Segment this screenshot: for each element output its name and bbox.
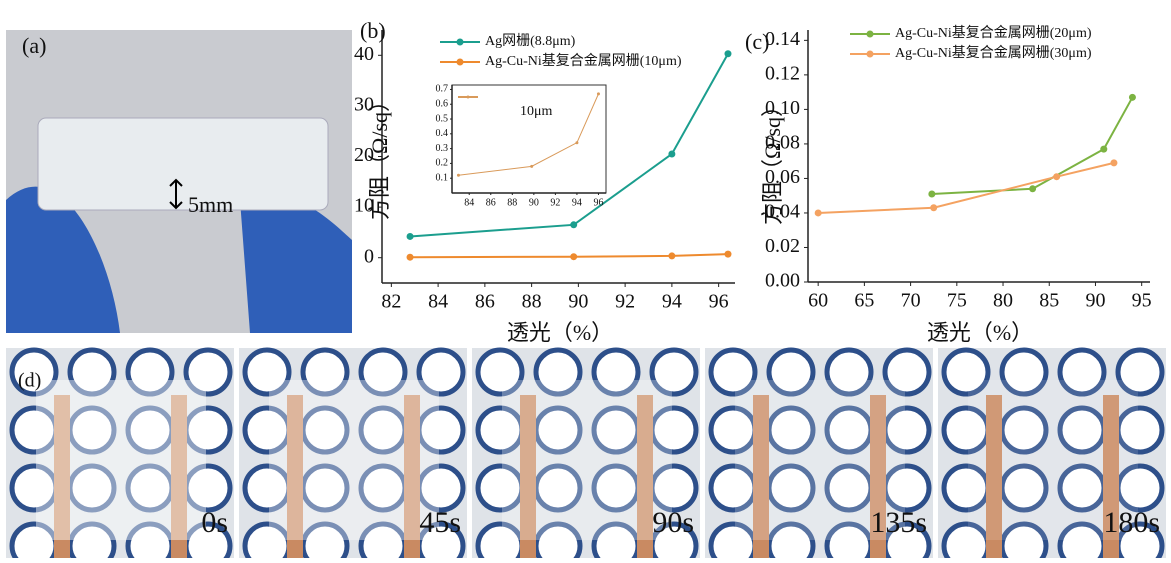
point bbox=[1029, 185, 1036, 192]
x-tick-label: 85 bbox=[1039, 290, 1059, 312]
panel-label: (b) bbox=[360, 18, 386, 43]
legend-label: Ag-Cu-Ni基复合金属网栅(10μm) bbox=[485, 52, 682, 69]
y-tick-label: 40 bbox=[354, 43, 374, 65]
x-tick-label: 92 bbox=[550, 197, 560, 208]
legend-label: Ag-Cu-Ni基复合金属网栅(30μm) bbox=[895, 44, 1092, 61]
point bbox=[1110, 159, 1117, 166]
gel bbox=[502, 380, 672, 540]
point bbox=[597, 92, 600, 95]
legend-label: Ag网栅(8.8μm) bbox=[485, 33, 576, 49]
legend-marker bbox=[457, 39, 464, 46]
y-tick-label: 0.12 bbox=[765, 62, 800, 84]
legend-marker bbox=[867, 51, 874, 58]
x-tick-label: 90 bbox=[529, 197, 539, 208]
x-axis-label: 透光（%） bbox=[507, 320, 613, 345]
x-tick-label: 60 bbox=[808, 290, 828, 312]
gel bbox=[269, 380, 439, 540]
x-tick-label: 94 bbox=[662, 291, 682, 313]
time-label: 180s bbox=[1103, 506, 1160, 539]
time-label: 0s bbox=[201, 506, 228, 539]
x-tick-label: 84 bbox=[464, 197, 474, 208]
time-label: 135s bbox=[870, 506, 927, 539]
x-tick-label: 96 bbox=[593, 197, 603, 208]
x-tick-label: 84 bbox=[428, 291, 448, 313]
thickness-label: 5mm bbox=[188, 192, 233, 217]
point bbox=[668, 252, 675, 259]
series-line bbox=[410, 254, 728, 257]
point bbox=[575, 141, 578, 144]
y-tick-label: 0.7 bbox=[436, 84, 449, 95]
x-tick-label: 90 bbox=[568, 291, 588, 313]
x-tick-label: 86 bbox=[486, 197, 496, 208]
x-tick-label: 82 bbox=[381, 291, 401, 313]
y-tick-label: 0.6 bbox=[436, 99, 449, 110]
point bbox=[570, 221, 577, 228]
y-tick-label: 0.5 bbox=[436, 113, 449, 124]
figure: (a) 5mm 0s 45s 90s 135s 180s (d) 82 84 86 88 90 9… bbox=[0, 0, 1171, 558]
point bbox=[928, 190, 935, 197]
sample bbox=[38, 118, 328, 210]
point bbox=[724, 50, 731, 57]
point bbox=[930, 204, 937, 211]
y-axis-label: 方阻（Ω/sq） bbox=[760, 95, 785, 225]
y-tick-label: 0.00 bbox=[765, 270, 800, 292]
y-tick-label: 0.02 bbox=[765, 235, 800, 257]
time-label: 45s bbox=[419, 506, 461, 539]
y-tick-label: 0.3 bbox=[436, 143, 449, 154]
x-tick-label: 90 bbox=[1085, 290, 1105, 312]
x-tick-label: 88 bbox=[507, 197, 517, 208]
x-tick-label: 86 bbox=[475, 291, 495, 313]
point bbox=[570, 253, 577, 260]
x-tick-label: 96 bbox=[709, 291, 729, 313]
point bbox=[668, 150, 675, 157]
x-tick-label: 75 bbox=[947, 290, 967, 312]
legend-label: Ag-Cu-Ni基复合金属网栅(20μm) bbox=[895, 24, 1092, 41]
gel bbox=[36, 380, 206, 540]
point bbox=[457, 174, 460, 177]
y-tick-label: 0.14 bbox=[765, 28, 800, 50]
x-tick-label: 95 bbox=[1132, 290, 1152, 312]
x-tick-label: 88 bbox=[522, 291, 542, 313]
legend-marker bbox=[457, 59, 464, 66]
y-tick-label: 0.1 bbox=[436, 173, 449, 184]
point bbox=[1100, 146, 1107, 153]
legend-marker bbox=[467, 96, 470, 99]
point bbox=[724, 251, 731, 258]
y-tick-label: 0.2 bbox=[436, 158, 449, 169]
y-tick-label: 0 bbox=[364, 245, 374, 267]
point bbox=[407, 254, 414, 261]
x-tick-label: 92 bbox=[615, 291, 635, 313]
point bbox=[530, 165, 533, 168]
y-axis-label: 方阻（Ω/sq） bbox=[367, 90, 392, 220]
x-tick-label: 80 bbox=[993, 290, 1013, 312]
point bbox=[1129, 94, 1136, 101]
y-tick-label: 0.4 bbox=[436, 128, 449, 139]
x-tick-label: 65 bbox=[854, 290, 874, 312]
point bbox=[407, 233, 414, 240]
x-axis-label: 透光（%） bbox=[927, 320, 1033, 345]
legend-label: 10μm bbox=[520, 104, 553, 119]
x-tick-label: 94 bbox=[572, 197, 582, 208]
time-label: 90s bbox=[652, 506, 694, 539]
panel-label: (a) bbox=[22, 33, 46, 58]
point bbox=[815, 209, 822, 216]
point bbox=[1053, 173, 1060, 180]
series-line bbox=[932, 97, 1133, 194]
panel-label: (c) bbox=[745, 29, 769, 54]
inset-box bbox=[452, 85, 606, 193]
legend-marker bbox=[867, 31, 874, 38]
x-tick-label: 70 bbox=[901, 290, 921, 312]
panel-label: (d) bbox=[18, 370, 41, 392]
series-line bbox=[818, 163, 1114, 213]
